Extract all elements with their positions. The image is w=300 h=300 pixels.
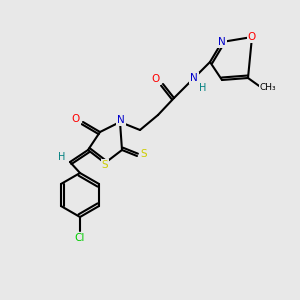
Text: N: N bbox=[218, 37, 226, 47]
Text: H: H bbox=[199, 83, 207, 93]
Text: O: O bbox=[248, 32, 256, 42]
Text: S: S bbox=[141, 149, 147, 159]
Text: CH₃: CH₃ bbox=[260, 83, 276, 92]
Text: Cl: Cl bbox=[75, 233, 85, 243]
Text: O: O bbox=[152, 74, 160, 84]
Text: S: S bbox=[102, 160, 108, 170]
Text: O: O bbox=[72, 114, 80, 124]
Text: N: N bbox=[117, 115, 125, 125]
Text: H: H bbox=[58, 152, 66, 162]
Text: N: N bbox=[190, 73, 198, 83]
